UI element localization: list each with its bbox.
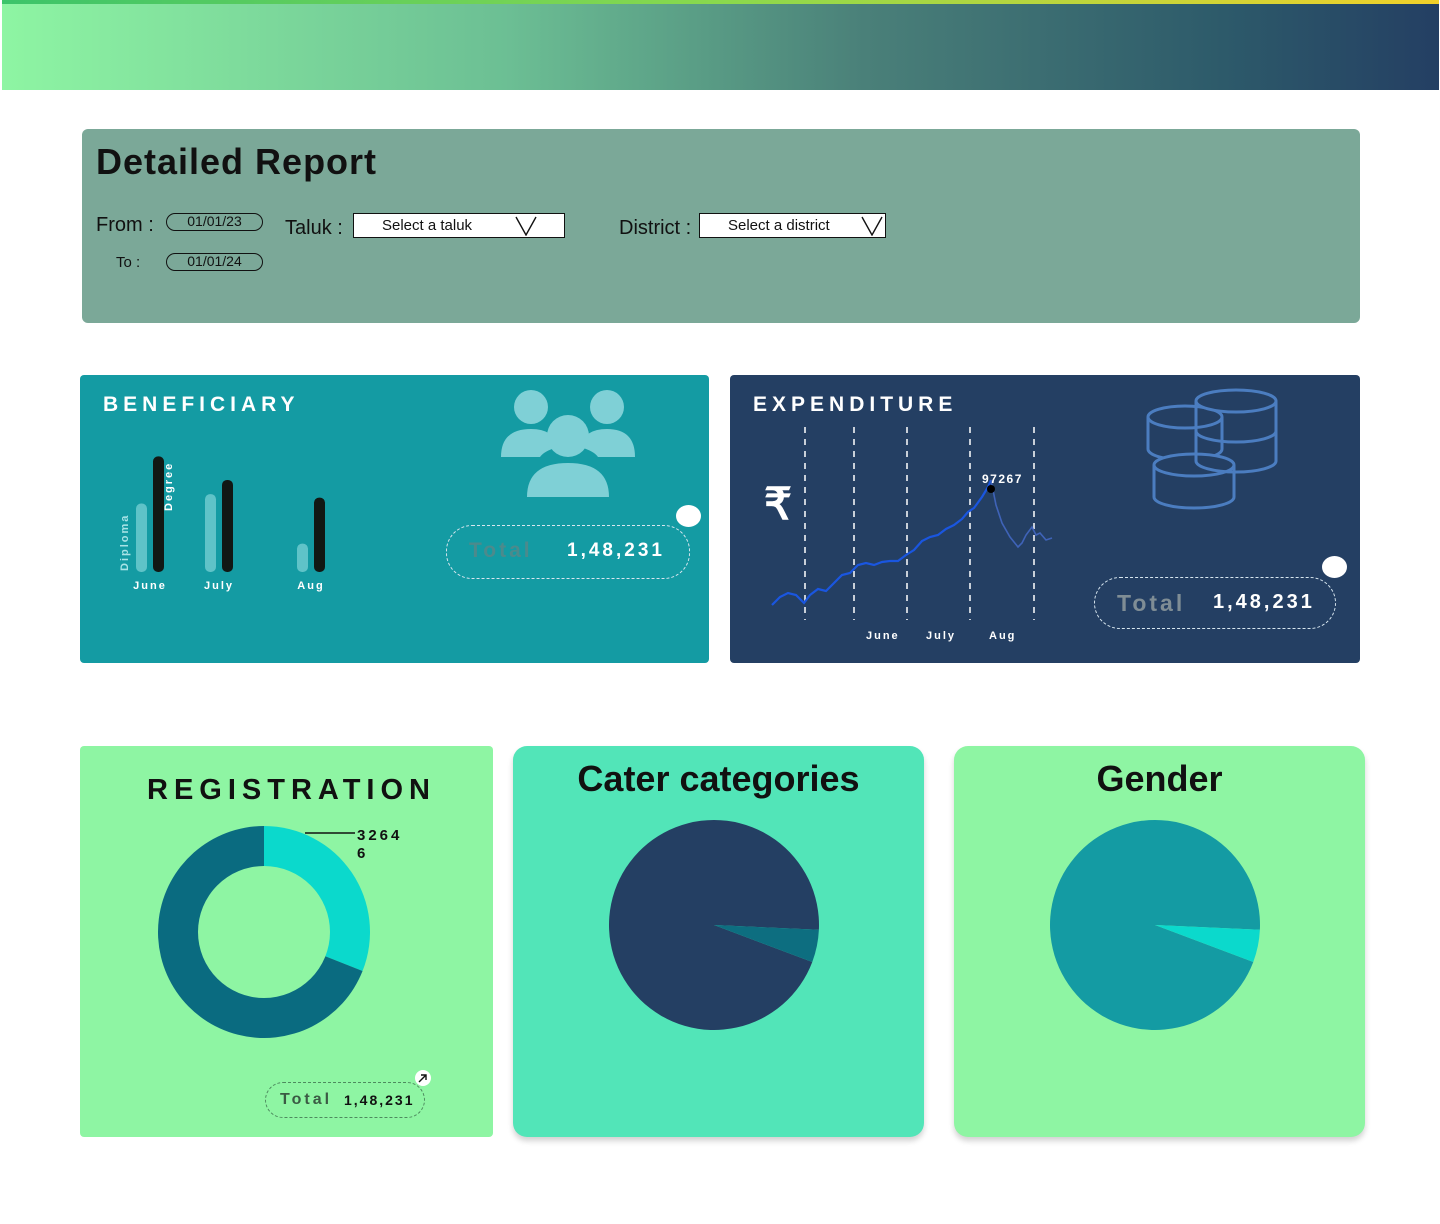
beneficiary-title: BENEFICIARY xyxy=(103,393,300,416)
cater-slice-2 xyxy=(714,925,819,962)
coins-stack-icon xyxy=(1146,388,1278,510)
filter-panel: Detailed Report From : 01/01/23 To : 01/… xyxy=(82,129,1360,323)
from-date-input[interactable]: 01/01/23 xyxy=(166,213,263,231)
donut-hole xyxy=(198,866,330,998)
x-label-aug: Aug xyxy=(989,630,1016,642)
gender-slice-2 xyxy=(1155,925,1260,962)
expenditure-total-badge: Total 1,48,231 xyxy=(1094,577,1336,629)
taluk-label: Taluk : xyxy=(285,217,343,239)
expenditure-line-tail xyxy=(990,479,1053,549)
total-label: Total xyxy=(1117,590,1186,616)
to-date-input[interactable]: 01/01/24 xyxy=(166,253,263,271)
expenditure-card[interactable]: EXPENDITURE ₹ 97267 June July Aug xyxy=(730,375,1360,663)
peak-marker xyxy=(987,485,995,493)
district-label: District : xyxy=(619,217,692,239)
bar-diploma-aug xyxy=(297,543,308,572)
arrow-up-right-icon[interactable] xyxy=(414,1069,432,1087)
bar-degree-july xyxy=(222,479,233,572)
x-label-june: June xyxy=(133,580,167,592)
rupee-icon: ₹ xyxy=(764,480,792,529)
cater-categories-card[interactable]: Cater categories xyxy=(513,746,924,1137)
total-value: 1,48,231 xyxy=(1213,591,1315,613)
total-label: Total xyxy=(469,539,533,562)
gender-card[interactable]: Gender xyxy=(954,746,1365,1137)
registration-donut-chart xyxy=(158,826,370,1038)
to-label: To : xyxy=(116,254,141,271)
chevron-down-icon xyxy=(861,216,883,236)
expenditure-line-chart: 97267 June July Aug xyxy=(771,427,1053,642)
district-select-value: Select a district xyxy=(728,217,830,234)
total-value: 1,48,231 xyxy=(567,540,665,561)
callout-line-2: 6 xyxy=(357,845,368,862)
series-label-degree: Degree xyxy=(163,462,175,511)
gender-pie-chart xyxy=(1050,820,1260,1030)
from-label: From : xyxy=(96,214,154,236)
bar-degree-aug xyxy=(314,497,325,572)
expenditure-line xyxy=(771,479,993,606)
district-select[interactable]: Select a district xyxy=(699,213,886,238)
toggle-dot[interactable] xyxy=(1322,556,1347,578)
total-label: Total xyxy=(280,1091,333,1108)
registration-title: REGISTRATION xyxy=(147,774,436,806)
total-value: 1,48,231 xyxy=(344,1092,415,1108)
x-label-aug: Aug xyxy=(297,580,324,592)
peak-label: 97267 xyxy=(982,472,1023,486)
cater-pie-chart xyxy=(609,820,819,1030)
banner-accent-line xyxy=(2,0,1439,4)
registration-callout: 3264 6 xyxy=(305,827,402,862)
bar-degree-june xyxy=(153,456,164,572)
chart-gridlines xyxy=(804,427,1035,620)
expenditure-title: EXPENDITURE xyxy=(753,393,958,416)
x-label-july: July xyxy=(926,630,956,642)
bar-diploma-july xyxy=(205,494,216,572)
beneficiary-card[interactable]: BENEFICIARY June July Aug Diploma Degree Tot… xyxy=(80,375,709,663)
cater-title: Cater categories xyxy=(577,758,860,799)
callout-line-1: 3264 xyxy=(357,827,402,844)
x-label-june: June xyxy=(866,630,900,642)
toggle-dot[interactable] xyxy=(676,505,701,527)
beneficiary-total-badge: Total 1,48,231 xyxy=(446,525,690,579)
chevron-down-icon xyxy=(515,216,537,236)
users-group-icon xyxy=(501,390,635,497)
bar-diploma-june xyxy=(136,503,147,572)
series-label-diploma: Diploma xyxy=(119,514,131,571)
gender-title: Gender xyxy=(1096,758,1223,799)
registration-card[interactable]: REGISTRATION 3264 6 Total 1,48,231 xyxy=(80,746,493,1137)
header-banner xyxy=(2,0,1439,90)
beneficiary-bar-chart: June July Aug Diploma Degree xyxy=(119,456,325,592)
taluk-select-value: Select a taluk xyxy=(382,217,473,234)
page-title: Detailed Report xyxy=(96,141,378,182)
x-label-july: July xyxy=(204,580,234,592)
registration-total-badge: Total 1,48,231 xyxy=(265,1082,425,1118)
taluk-select[interactable]: Select a taluk xyxy=(353,213,565,238)
